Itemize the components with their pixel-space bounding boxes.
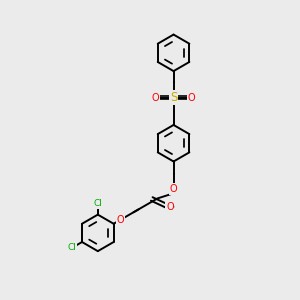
Text: O: O xyxy=(152,93,159,103)
Text: O: O xyxy=(117,214,124,225)
Text: Cl: Cl xyxy=(68,243,77,252)
Text: O: O xyxy=(166,202,174,212)
Text: Cl: Cl xyxy=(93,199,102,208)
Text: O: O xyxy=(170,184,177,194)
Text: S: S xyxy=(170,91,177,104)
Text: O: O xyxy=(188,93,196,103)
